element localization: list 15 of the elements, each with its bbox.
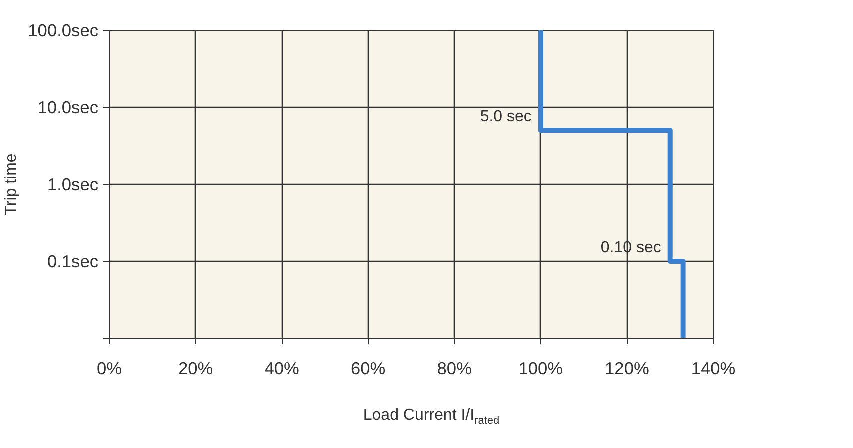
x-tick-label: 80% [437,358,472,378]
x-tick-label: 120% [605,358,650,378]
x-tick-label: 20% [178,358,214,378]
annotation: 5.0 sec [480,108,532,126]
x-tick-label: 100% [518,358,564,378]
x-tick-label: 140% [691,358,736,378]
y-tick-label: 100.0sec [28,20,99,40]
x-tick-label: 0% [96,358,122,378]
y-tick-label: 10.0sec [38,98,99,118]
y-tick-label: 0.1sec [47,252,99,272]
x-tick-label: 60% [351,358,386,378]
y-axis-title: Trip time [3,154,20,216]
y-tick-label: 1.0sec [47,174,99,194]
x-tick-label: 40% [264,358,300,378]
x-axis-title: Load Current I/I$_{rated}$ [362,406,501,430]
